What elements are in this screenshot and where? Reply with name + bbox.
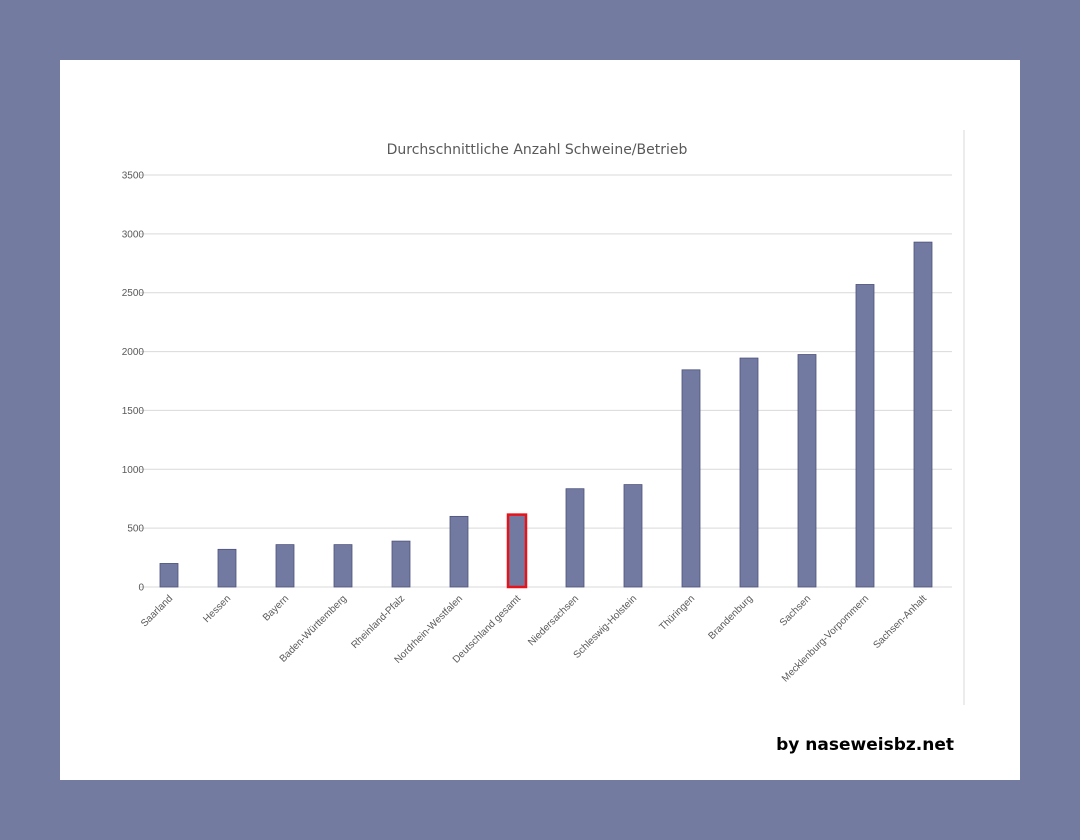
bar [217, 548, 237, 588]
y-tick-label: 1000 [122, 465, 145, 476]
gridlines [140, 174, 952, 588]
bar [391, 540, 411, 588]
bar [333, 544, 353, 588]
x-category-label: Hessen [201, 593, 233, 625]
bar [913, 241, 933, 588]
bar [623, 484, 643, 588]
x-category-label: Schleswig-Holstein [572, 593, 640, 661]
x-category-label: Sachsen [778, 593, 813, 628]
bars [159, 241, 933, 589]
x-category-label: Saarland [139, 593, 175, 629]
x-category-label: Rheinland-Pfalz [349, 593, 407, 651]
y-axis-ticks: 0 500 1000 1500 2000 2500 3000 3500 [122, 171, 145, 594]
x-category-label: Baden-Württemberg [278, 593, 349, 664]
x-category-label: Thüringen [658, 593, 698, 633]
y-tick-label: 2000 [122, 347, 145, 358]
credit-text: by naseweisbz.net [776, 735, 954, 755]
y-tick-label: 3500 [122, 171, 145, 182]
x-category-label: Niedersachsen [526, 593, 581, 648]
y-tick-label: 500 [127, 524, 144, 535]
x-category-label: Brandenburg [706, 593, 755, 642]
bar [855, 284, 875, 588]
chart-panel: Durchschnittliche Anzahl Schweine/Betrie… [60, 60, 1020, 780]
x-category-label: Bayern [261, 593, 291, 623]
bar-highlight [506, 513, 528, 589]
y-tick-label: 3000 [122, 229, 145, 240]
bar-chart: Durchschnittliche Anzahl Schweine/Betrie… [122, 130, 965, 755]
y-tick-label: 1500 [122, 406, 145, 417]
bar [159, 563, 179, 588]
chart-title: Durchschnittliche Anzahl Schweine/Betrie… [387, 142, 688, 158]
y-tick-label: 2500 [122, 288, 145, 299]
bar [739, 357, 759, 588]
bar [681, 369, 701, 588]
bar [565, 488, 585, 588]
bar [797, 354, 817, 588]
y-tick-label: 0 [138, 583, 144, 594]
bar [449, 515, 469, 588]
bar [275, 544, 295, 588]
x-category-label: Sachsen-Anhalt [871, 593, 929, 651]
